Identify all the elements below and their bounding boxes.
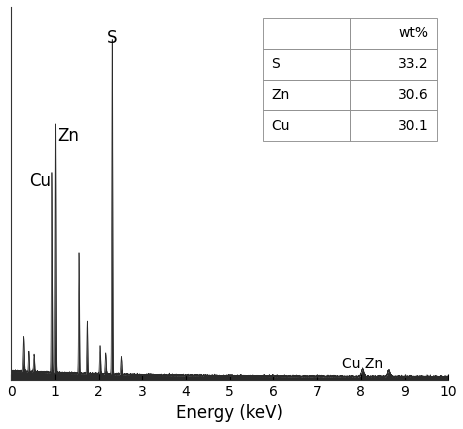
- Text: Zn: Zn: [57, 127, 79, 145]
- Text: Cu: Cu: [29, 172, 50, 190]
- Text: S: S: [107, 29, 117, 47]
- Text: Cu Zn: Cu Zn: [342, 357, 383, 371]
- X-axis label: Energy (keV): Energy (keV): [176, 404, 283, 422]
